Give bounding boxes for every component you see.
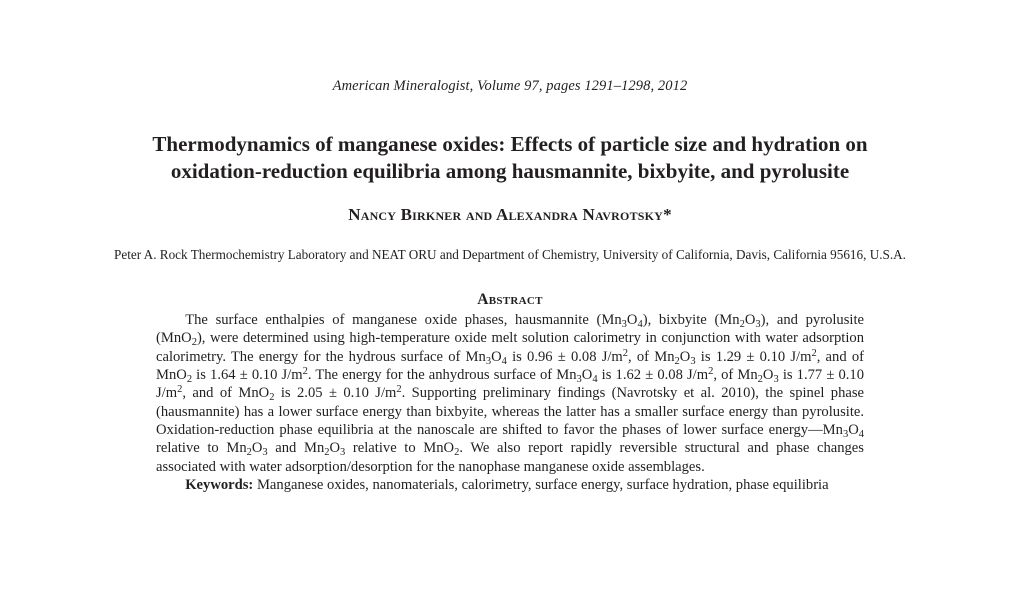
journal-line: American Mineralogist, Volume 97, pages … — [100, 78, 920, 95]
title-line-2: oxidation-reduction equilibria among hau… — [171, 159, 849, 183]
keywords-line: Keywords: Manganese oxides, nanomaterial… — [156, 476, 864, 494]
author-line: Nancy Birkner and Alexandra Navrotsky* — [100, 205, 920, 225]
paper-title: Thermodynamics of manganese oxides: Effe… — [100, 131, 920, 185]
keywords-text: Manganese oxides, nanomaterials, calorim… — [253, 477, 828, 493]
affiliation-line: Peter A. Rock Thermochemistry Laboratory… — [100, 247, 920, 263]
page: American Mineralogist, Volume 97, pages … — [0, 0, 1020, 495]
abstract-block: The surface enthalpies of manganese oxid… — [156, 311, 864, 495]
abstract-body: The surface enthalpies of manganese oxid… — [156, 311, 864, 476]
abstract-heading: Abstract — [100, 291, 920, 309]
title-line-1: Thermodynamics of manganese oxides: Effe… — [152, 132, 867, 156]
keywords-label: Keywords: — [185, 477, 253, 493]
